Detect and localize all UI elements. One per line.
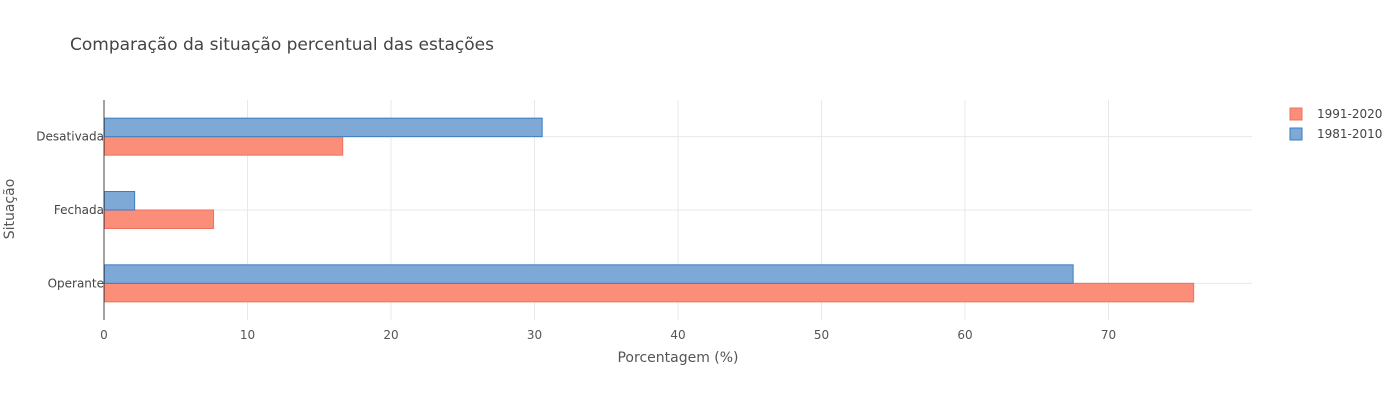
legend-label: 1981-2010 xyxy=(1317,127,1382,141)
x-tick-label: 0 xyxy=(100,328,108,342)
legend-swatch xyxy=(1289,107,1303,121)
bar xyxy=(104,191,136,211)
x-tick-label: 20 xyxy=(383,328,398,342)
chart-title: Comparação da situação percentual das es… xyxy=(70,35,494,55)
bar xyxy=(104,136,344,156)
x-tick-label: 50 xyxy=(814,328,829,342)
x-tick-label: 30 xyxy=(527,328,542,342)
y-tick-label: Operante xyxy=(48,276,104,290)
x-tick-label: 40 xyxy=(670,328,685,342)
bars-layer xyxy=(104,117,1195,303)
x-tick-label: 70 xyxy=(1101,328,1116,342)
bar xyxy=(104,264,1074,284)
x-tick-label: 10 xyxy=(240,328,255,342)
y-tick-label: Desativada xyxy=(36,130,104,144)
y-tick-label: Fechada xyxy=(54,203,104,217)
x-tick-label: 60 xyxy=(957,328,972,342)
x-axis-title: Porcentagem (%) xyxy=(617,350,738,366)
legend: 1991-2020 1981-2010 xyxy=(1289,107,1382,141)
bar xyxy=(104,117,543,138)
legend-swatch xyxy=(1289,127,1303,141)
axis-layer: 0 10 20 30 40 50 60 70 Operante Fechada Desativada xyxy=(36,100,1116,342)
y-axis-title: Situação xyxy=(2,179,18,240)
bar xyxy=(104,209,215,229)
legend-label: 1991-2020 xyxy=(1317,107,1382,121)
bar xyxy=(104,282,1195,303)
